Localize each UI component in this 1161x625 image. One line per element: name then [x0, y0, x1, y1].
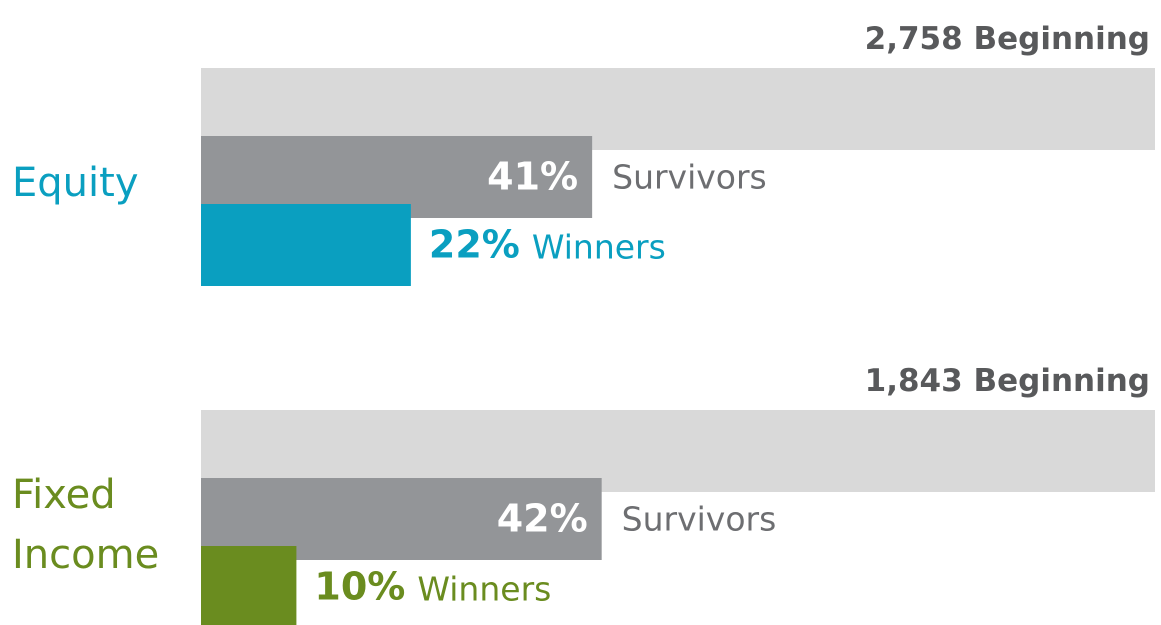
category-label: Equity — [12, 160, 139, 206]
value-label: 10% — [314, 565, 405, 609]
beginning-label: 1,843 Beginning — [865, 363, 1150, 399]
series-name: Winners — [417, 570, 551, 609]
series-name: Beginning — [974, 21, 1151, 57]
value-label: 41% — [487, 155, 578, 199]
bar — [201, 204, 411, 286]
series-name: Beginning — [974, 363, 1151, 399]
value-label: 42% — [497, 497, 588, 541]
category-label: Fixed Income — [12, 472, 160, 578]
value-label: 22% — [429, 223, 520, 267]
beginning-label: 2,758 Beginning — [865, 21, 1150, 57]
series-name: Survivors — [622, 500, 777, 539]
value-label: 1,843 — [865, 363, 963, 399]
value-label: 2,758 — [865, 21, 963, 57]
bar — [201, 546, 297, 625]
series-name: Winners — [532, 228, 666, 267]
series-name: Survivors — [612, 158, 767, 197]
